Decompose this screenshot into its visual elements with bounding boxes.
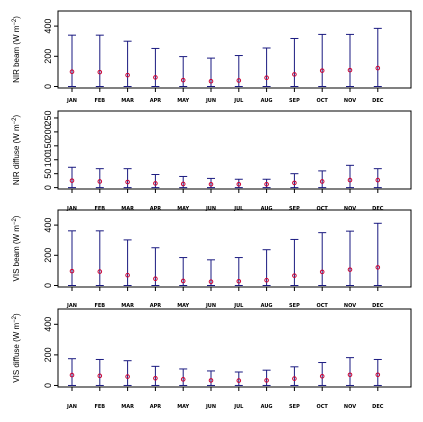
x-tick-label: OCT: [317, 206, 329, 212]
x-tick-label: FEB: [94, 206, 105, 212]
x-tick-label: JUL: [233, 206, 244, 212]
plot-frame: [58, 111, 411, 189]
x-tick-label: DEC: [372, 404, 384, 410]
x-tick-label: DEC: [372, 98, 384, 104]
x-tick-label: JAN: [66, 206, 77, 212]
x-tick-label: MAR: [121, 404, 134, 410]
panel-4: 0 200 400 VIS diffuse (W m−2) JAN FEB MAR APR MA…: [12, 309, 411, 410]
x-tick-label: NOV: [344, 303, 356, 309]
x-tick-label: APR: [150, 404, 162, 410]
x-tick-label: JUL: [233, 303, 244, 309]
x-tick-label: SEP: [289, 98, 300, 104]
x-tick-label: JAN: [66, 404, 77, 410]
x-tick-label: NOV: [344, 206, 356, 212]
x-tick-label: SEP: [289, 404, 300, 410]
x-tick-label: MAR: [121, 206, 134, 212]
y-tick-label: 50: [43, 169, 53, 179]
x-tick-label: MAR: [121, 303, 134, 309]
y-tick-label: 400: [43, 218, 53, 233]
x-tick-label: DEC: [372, 206, 384, 212]
y-tick-label: 200: [43, 248, 53, 263]
panel-3: 0 200 400 VIS beam (W m−2) JAN FEB MAR APR MAY JU…: [12, 210, 411, 309]
x-tick-label: OCT: [317, 404, 329, 410]
x-tick-label: MAY: [177, 98, 189, 104]
panel-1: 0 200 400 NIR beam (W m−2) JAN FEB MAR APR MAY JU…: [12, 11, 411, 104]
x-tick-label: JUN: [205, 404, 216, 410]
x-tick-label: AUG: [261, 303, 273, 309]
y-axis-title: NIR diffuse (W m−2): [12, 115, 21, 186]
x-tick-label: AUG: [261, 206, 273, 212]
x-tick-label: FEB: [94, 98, 105, 104]
y-tick-label: 0: [43, 383, 53, 388]
x-tick-label: FEB: [94, 303, 105, 309]
x-tick-label: MAY: [177, 206, 189, 212]
x-tick-label: MAR: [121, 98, 134, 104]
y-tick-label: 0: [43, 283, 53, 288]
y-tick-label: 200: [43, 347, 53, 362]
x-tick-label: FEB: [94, 404, 105, 410]
x-tick-label: MAY: [177, 404, 189, 410]
x-tick-label: SEP: [289, 303, 300, 309]
y-tick-label: 0: [43, 84, 53, 89]
y-tick-label: 200: [43, 49, 53, 64]
plot-frame: [58, 210, 411, 287]
x-tick-label: APR: [150, 303, 162, 309]
y-tick-label: 150: [43, 138, 53, 153]
y-tick-label: 200: [43, 124, 53, 139]
y-tick-label: 100: [43, 152, 53, 167]
x-tick-label: OCT: [317, 98, 329, 104]
plot-frame: [58, 11, 411, 88]
x-tick-label: JUN: [205, 98, 216, 104]
x-tick-label: NOV: [344, 98, 356, 104]
x-tick-label: APR: [150, 206, 162, 212]
y-tick-label: 400: [43, 19, 53, 34]
y-tick-label: 250: [43, 110, 53, 125]
x-tick-label: JAN: [66, 303, 77, 309]
x-tick-label: JUN: [205, 206, 216, 212]
plot-frame: [58, 309, 411, 387]
x-tick-label: NOV: [344, 404, 356, 410]
x-tick-label: OCT: [317, 303, 329, 309]
x-tick-label: JUN: [205, 303, 216, 309]
y-axis-title: VIS diffuse (W m−2): [12, 313, 21, 383]
x-tick-label: MAY: [177, 303, 189, 309]
x-tick-label: JAN: [66, 98, 77, 104]
x-tick-label: SEP: [289, 206, 300, 212]
x-tick-label: JUL: [233, 98, 244, 104]
y-axis-title: NIR beam (W m−2): [12, 16, 21, 83]
y-tick-label: 0: [43, 185, 53, 190]
x-tick-label: JUL: [233, 404, 244, 410]
x-tick-label: APR: [150, 98, 162, 104]
x-tick-label: AUG: [261, 98, 273, 104]
x-tick-label: DEC: [372, 303, 384, 309]
y-axis-title: VIS beam (W m−2): [12, 215, 21, 281]
y-tick-label: 400: [43, 317, 53, 332]
x-tick-label: AUG: [261, 404, 273, 410]
